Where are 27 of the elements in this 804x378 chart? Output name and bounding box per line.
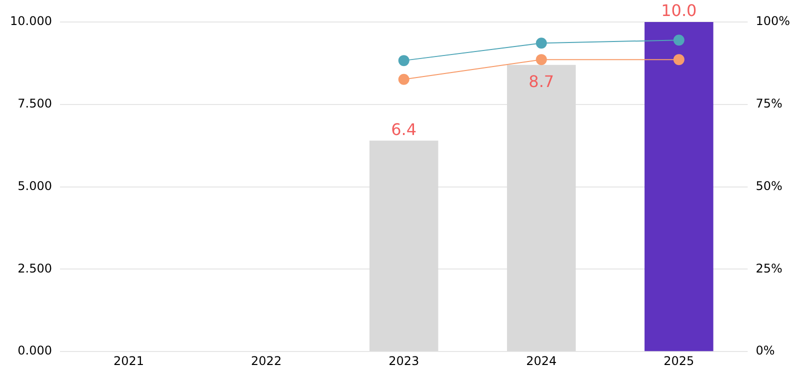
x-tick-label: 2024	[526, 354, 557, 368]
data-label: 10.0	[661, 1, 697, 20]
data-label: 6.4	[391, 120, 417, 139]
bar	[369, 140, 438, 352]
point	[673, 54, 684, 66]
x-tick-label: 2022	[251, 354, 282, 368]
y-tick-label: 7.500	[18, 96, 52, 111]
x-tick-label: 2023	[388, 354, 420, 368]
y-tick-label: 5.000	[18, 178, 52, 193]
point	[673, 34, 684, 46]
x-tick-label: 2025	[664, 354, 694, 368]
point	[398, 55, 410, 66]
y2-tick-label: 75%	[756, 96, 782, 111]
y2-tick-label: 100%	[756, 14, 790, 28]
point	[536, 38, 547, 49]
y2-tick-label: 0%	[756, 344, 775, 358]
point	[536, 54, 547, 66]
y2-tick-label: 25%	[756, 261, 782, 276]
y-tick-label: 10.000	[10, 14, 52, 28]
y-tick-label: 2.500	[18, 261, 52, 276]
bar	[506, 64, 576, 352]
y2-tick-label: 50%	[756, 178, 782, 193]
data-label: 8.7	[528, 72, 554, 92]
bar	[644, 22, 714, 352]
y-tick-label: 0.000	[18, 344, 52, 358]
point	[398, 74, 410, 85]
x-tick-label: 2021	[113, 354, 144, 368]
